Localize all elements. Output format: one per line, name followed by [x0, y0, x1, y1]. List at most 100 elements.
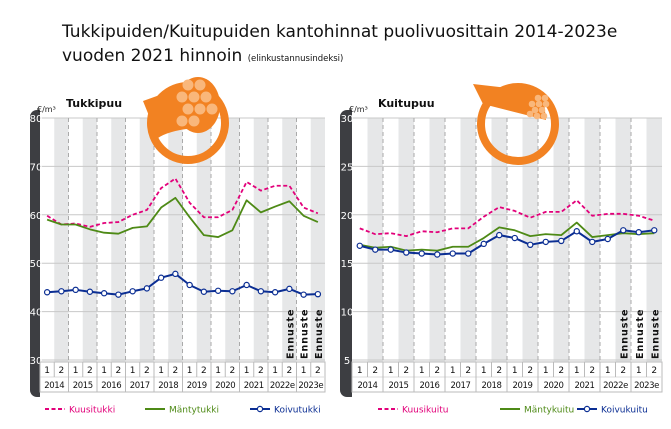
data-point-koivukuitu	[589, 238, 596, 246]
pulpwood-icon	[473, 83, 559, 165]
data-point-koivukuitu	[480, 240, 487, 248]
x-tick-year: 2015	[73, 381, 93, 391]
x-tick-year: 2020	[543, 381, 563, 391]
icon-pulp-fiber	[531, 106, 539, 114]
data-point-koivutukki	[86, 288, 94, 295]
y-tick-label: 15	[341, 259, 354, 270]
x-tick-half: 2	[496, 366, 502, 376]
log-icon	[143, 77, 229, 164]
data-point-koivutukki	[314, 290, 322, 298]
icon-pulp-fiber	[542, 100, 550, 108]
x-tick-half: 2	[434, 366, 440, 376]
x-tick-half: 2	[651, 366, 657, 376]
y-tick-label: 10	[341, 308, 354, 319]
half-year-band	[282, 118, 297, 362]
x-tick-half: 2	[230, 366, 236, 376]
half-year-band	[196, 118, 211, 362]
legend-item-kuusikuitu: Kuusikuitu	[378, 406, 448, 416]
x-tick-half: 2	[589, 366, 595, 376]
chart-panel-kuitupuu: 5 10 15 20 25 30€/m³ Kuitupuu Ennuste Ennuste Enn…	[340, 83, 664, 416]
legend-marker	[256, 405, 264, 413]
data-point-koivutukki	[214, 287, 222, 294]
data-point-koivukuitu	[651, 227, 658, 234]
half-year-band	[82, 118, 97, 362]
forecast-label: Ennuste	[619, 309, 630, 359]
legend-item-kuusitukki: Kuusitukki	[45, 406, 115, 416]
data-point-koivukuitu	[418, 250, 425, 257]
data-point-koivukuitu	[558, 237, 565, 245]
x-tick-half: 1	[130, 366, 136, 376]
icon-pulp-body	[473, 84, 546, 120]
data-point-koivutukki	[72, 286, 79, 294]
half-year-band	[54, 118, 69, 362]
data-point-koivutukki	[129, 288, 136, 295]
x-tick-year: 2017	[450, 381, 470, 391]
half-year-band	[460, 118, 476, 362]
x-tick-half: 1	[44, 366, 50, 376]
x-tick-year: 2017	[130, 381, 150, 391]
data-point-koivukuitu	[496, 231, 503, 239]
data-point-koivukuitu	[403, 249, 410, 256]
x-tick-half: 1	[215, 366, 221, 376]
x-tick-year: 2018	[158, 381, 178, 391]
x-tick-half: 1	[636, 366, 642, 376]
forecast-label: Ennuste	[285, 309, 296, 359]
panel-title: Tukkipuu	[66, 97, 122, 110]
y-tick-label: 40	[30, 308, 43, 319]
data-point-koivutukki	[143, 285, 151, 292]
y-tick-label: 60	[30, 211, 43, 222]
legend-label: Koivukuitu	[601, 406, 648, 416]
legend-label: Mäntykuitu	[524, 406, 574, 416]
panel-title: Kuitupuu	[378, 97, 435, 110]
y-tick-label: 30	[30, 356, 43, 367]
forecast-label: Ennuste	[300, 309, 311, 359]
data-point-koivukuitu	[387, 246, 394, 253]
data-point-koivukuitu	[604, 235, 611, 243]
x-tick-year: 2016	[419, 381, 439, 391]
series-line-kuusikuitu	[359, 199, 655, 237]
icon-log-fiber	[176, 91, 188, 103]
y-tick-label: 25	[341, 162, 354, 173]
x-tick-half: 1	[450, 366, 456, 376]
icon-pulp-fiber	[541, 94, 549, 102]
data-point-koivutukki	[157, 274, 165, 281]
half-year-band	[367, 118, 383, 362]
data-point-koivutukki	[271, 289, 279, 296]
x-tick-half: 1	[512, 366, 518, 376]
legend-marker	[583, 405, 591, 413]
x-tick-half: 2	[620, 366, 626, 376]
half-year-band	[310, 118, 325, 362]
chart-title: Tukkipuiden/Kuitupuiden kantohinnat puol…	[62, 20, 617, 71]
x-tick-half: 1	[187, 366, 193, 376]
data-point-koivutukki	[243, 281, 250, 289]
icon-log-fiber	[176, 115, 188, 127]
x-tick-half: 1	[158, 366, 164, 376]
data-point-koivukuitu	[635, 229, 642, 236]
legend-item-mäntytukki: Mäntytukki	[145, 406, 219, 416]
y-tick-label: 30	[341, 114, 354, 125]
x-tick-year: 2023e	[298, 381, 323, 391]
forecast-label: Ennuste	[650, 309, 661, 359]
y-axis-unit: €/m³	[37, 105, 56, 114]
half-year-band	[225, 118, 240, 362]
y-tick-label: 70	[30, 162, 43, 173]
icon-log-fiber	[182, 79, 194, 91]
icon-pulp-fiber	[533, 112, 541, 120]
x-tick-half: 2	[87, 366, 93, 376]
data-point-koivutukki	[257, 288, 265, 295]
data-point-koivukuitu	[372, 246, 379, 253]
y-tick-label: 80	[30, 114, 43, 125]
half-year-band	[522, 118, 538, 362]
y-tick-label: 20	[341, 211, 354, 222]
icon-log-fiber	[182, 103, 194, 115]
x-tick-year: 2014	[44, 381, 64, 391]
half-year-band	[491, 118, 507, 362]
x-tick-year: 2016	[101, 381, 121, 391]
x-tick-half: 2	[403, 366, 409, 376]
x-tick-year: 2020	[215, 381, 235, 391]
data-point-koivutukki	[100, 290, 108, 297]
x-tick-half: 2	[201, 366, 207, 376]
data-point-koivukuitu	[542, 238, 549, 246]
x-tick-half: 2	[59, 366, 65, 376]
